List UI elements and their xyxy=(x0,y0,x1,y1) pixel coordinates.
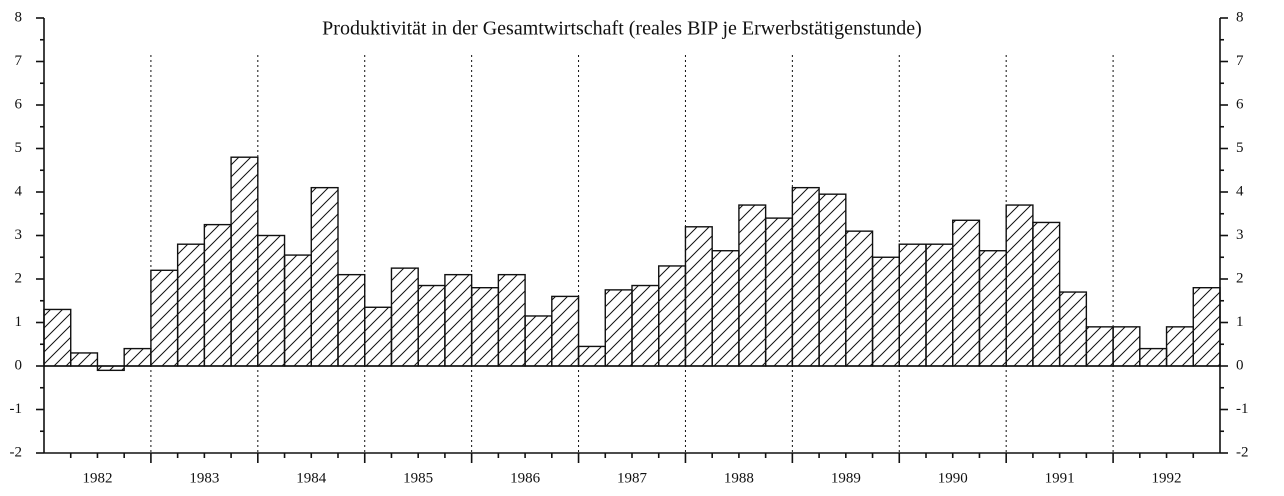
chart-title: Produktivität in der Gesamtwirtschaft (r… xyxy=(322,18,922,40)
y2-tick-label: 6 xyxy=(1236,96,1244,112)
bar xyxy=(1032,221,1061,367)
bar xyxy=(203,223,232,367)
bar xyxy=(1085,326,1114,367)
y-tick-label: 4 xyxy=(15,183,23,199)
x-tick-label: 1987 xyxy=(617,470,648,486)
y2-tick-label: 1 xyxy=(1236,314,1244,330)
y2-tick-label: 2 xyxy=(1236,270,1244,286)
bar xyxy=(497,273,526,367)
bar xyxy=(845,230,874,367)
x-tick-label: 1982 xyxy=(82,470,112,486)
y2-tick-label: 7 xyxy=(1236,53,1244,69)
bar xyxy=(925,243,954,367)
bar xyxy=(1005,204,1034,367)
x-tick-label: 1983 xyxy=(189,470,219,486)
x-tick-label: 1992 xyxy=(1152,470,1182,486)
y2-tick-label: -1 xyxy=(1236,401,1249,417)
y2-tick-label: 3 xyxy=(1236,227,1244,243)
y-tick-label: 0 xyxy=(15,357,23,373)
bar xyxy=(604,289,633,367)
y-tick-label: 2 xyxy=(15,270,23,286)
bar xyxy=(417,284,446,367)
bar xyxy=(390,267,419,367)
y-tick-label: 8 xyxy=(15,9,23,25)
bar xyxy=(577,345,606,367)
bar xyxy=(791,186,820,367)
bar xyxy=(871,256,900,367)
bar xyxy=(257,234,286,367)
y2-tick-label: 8 xyxy=(1236,9,1244,25)
bar xyxy=(738,204,767,367)
bar xyxy=(551,295,580,367)
bar xyxy=(230,156,259,367)
y-tick-label: 1 xyxy=(15,314,23,330)
bar xyxy=(310,186,339,367)
y2-tick-label: 4 xyxy=(1236,183,1244,199)
bar xyxy=(337,273,366,367)
bar xyxy=(952,219,981,367)
bar xyxy=(1165,326,1194,367)
y2-tick-label: 5 xyxy=(1236,140,1244,156)
x-tick-label: 1984 xyxy=(296,470,327,486)
bar xyxy=(470,287,500,367)
y-tick-label: 3 xyxy=(15,227,23,243)
y2-tick-label: 0 xyxy=(1236,357,1244,373)
bar xyxy=(283,254,312,367)
bar xyxy=(524,315,553,367)
x-tick-label: 1985 xyxy=(403,470,433,486)
bar xyxy=(1192,287,1221,367)
bar xyxy=(96,365,125,372)
bar xyxy=(658,265,687,367)
y-tick-label: -2 xyxy=(10,444,23,460)
y-tick-label: 6 xyxy=(15,96,23,112)
bar xyxy=(364,306,393,367)
bar xyxy=(898,243,927,367)
bar xyxy=(764,217,794,367)
y-tick-label: -1 xyxy=(10,401,23,417)
x-tick-label: 1988 xyxy=(724,470,754,486)
bar xyxy=(150,269,179,367)
bar xyxy=(123,347,152,367)
bar xyxy=(43,308,72,367)
x-tick-label: 1989 xyxy=(831,470,861,486)
y-tick-label: 7 xyxy=(15,53,23,69)
x-tick-label: 1986 xyxy=(510,470,541,486)
x-tick-label: 1991 xyxy=(1045,470,1075,486)
bar xyxy=(631,284,660,367)
bar xyxy=(70,352,99,367)
bar xyxy=(1058,291,1088,367)
bar xyxy=(1139,347,1168,367)
y2-tick-label: -2 xyxy=(1236,444,1249,460)
bar xyxy=(711,250,740,367)
bar xyxy=(444,273,473,367)
bar xyxy=(978,250,1007,367)
y-tick-label: 5 xyxy=(15,140,23,156)
x-tick-label: 1990 xyxy=(938,470,968,486)
bar xyxy=(818,193,847,367)
bar xyxy=(1112,326,1141,367)
bar xyxy=(176,243,206,367)
bar xyxy=(684,226,713,367)
